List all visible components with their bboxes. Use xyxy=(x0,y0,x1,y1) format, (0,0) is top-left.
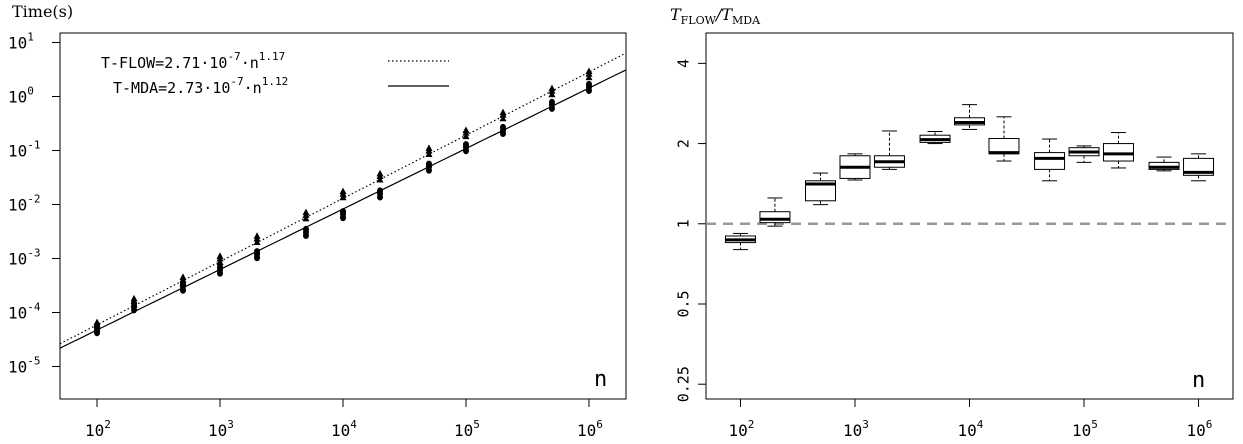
point-t-flow xyxy=(425,150,433,158)
x-tick-label: 104 xyxy=(958,418,984,440)
x-axis-ticks: 102 103 104 105 106 xyxy=(728,399,1212,440)
point-t-flow xyxy=(499,114,507,122)
point-t-mda xyxy=(585,80,592,88)
point-t-mda xyxy=(425,160,432,168)
legend-entry-t-mda: T-MDA=2.73·10-7·n1.12 xyxy=(113,75,288,97)
y-tick-label: 0.5 xyxy=(675,290,693,317)
time-chart: Time(s) 102 103 104 105 106 10110010-110-210… xyxy=(8,2,627,440)
x-tick-label: 102 xyxy=(728,418,754,440)
point-t-mda xyxy=(179,280,186,288)
x-tick-label: 103 xyxy=(208,418,234,440)
point-t-flow xyxy=(302,214,310,222)
x-tick-label: 106 xyxy=(1187,418,1213,440)
point-t-mda xyxy=(462,141,469,149)
y-tick-label: 10-2 xyxy=(8,192,41,214)
point-t-flow xyxy=(462,132,470,140)
box-plot xyxy=(1034,138,1066,182)
point-t-flow xyxy=(179,273,187,280)
x-axis-ticks: 102 103 104 105 106 xyxy=(85,399,603,440)
x-tick-label: 106 xyxy=(577,418,603,440)
point-t-flow xyxy=(93,318,101,326)
point-t-mda xyxy=(94,323,101,331)
point-t-flow xyxy=(585,73,593,81)
y-axis-ticks: 101 100 10-1 10-2 10-3 10-4 10-5 xyxy=(8,31,60,376)
x-tick-label: 102 xyxy=(85,418,111,440)
box-plot xyxy=(839,153,871,181)
point-t-mda xyxy=(548,98,555,106)
y-tick-label: 1 xyxy=(675,219,693,228)
point-t-mda xyxy=(500,123,507,131)
data-points xyxy=(93,67,593,337)
point-t-mda xyxy=(302,225,309,233)
point-t-mda xyxy=(377,187,384,195)
y-tick-label: 2 xyxy=(675,139,693,148)
point-t-mda xyxy=(340,208,346,216)
point-t-flow xyxy=(425,144,433,151)
x-tick-label: 103 xyxy=(843,418,869,440)
ratio-axis-label: TFLOW/TMDA xyxy=(670,5,761,27)
box-plot xyxy=(1102,132,1134,169)
box-plot xyxy=(873,130,905,170)
box-plot xyxy=(988,116,1020,162)
x-axis-label-n: n xyxy=(594,367,607,392)
box-iqr xyxy=(759,211,791,224)
y-axis-ticks: 0.25 0.5 1 2 4 xyxy=(675,59,706,402)
point-t-flow xyxy=(376,176,384,183)
box-plot xyxy=(759,197,791,227)
y-tick-label: 10-5 xyxy=(8,354,41,376)
point-t-flow xyxy=(548,84,556,92)
box-plot xyxy=(954,104,985,130)
x-tick-label: 105 xyxy=(1072,418,1098,440)
time-axis-label: Time(s) xyxy=(12,2,73,21)
point-t-flow xyxy=(499,108,507,116)
box-iqr xyxy=(1034,152,1066,170)
point-t-flow xyxy=(376,169,384,177)
legend-entry-t-flow: T-FLOW=2.71·10-7·n1.17 xyxy=(101,50,285,72)
box-iqr xyxy=(805,180,837,202)
point-t-flow xyxy=(585,67,593,74)
y-tick-label: 10-3 xyxy=(8,246,41,268)
point-t-flow xyxy=(130,294,138,302)
point-t-mda xyxy=(217,263,224,271)
box-plot xyxy=(1148,156,1180,172)
box-plot xyxy=(919,130,951,145)
y-tick-label: 4 xyxy=(675,59,693,68)
box-plot xyxy=(1183,153,1215,182)
point-t-flow xyxy=(216,258,224,266)
point-t-flow xyxy=(216,252,224,259)
y-tick-label: 101 xyxy=(8,31,34,53)
box-plot xyxy=(1068,145,1100,163)
point-t-flow xyxy=(253,238,261,246)
y-tick-label: 100 xyxy=(8,85,34,107)
point-t-flow xyxy=(339,193,347,201)
box-plot xyxy=(724,232,756,251)
point-t-flow xyxy=(462,126,470,133)
y-tick-label: 10-1 xyxy=(8,139,41,161)
box-plot xyxy=(805,172,837,206)
y-tick-label: 10-4 xyxy=(8,300,41,322)
point-t-mda xyxy=(254,248,261,256)
point-t-mda xyxy=(131,300,138,308)
x-tick-label: 105 xyxy=(454,418,480,440)
legend: T-FLOW=2.71·10-7·n1.17 T-MDA=2.73·10-7·n… xyxy=(101,50,449,97)
box-iqr xyxy=(1102,143,1134,162)
x-tick-label: 104 xyxy=(331,418,357,440)
point-t-flow xyxy=(339,187,347,195)
y-tick-label: 0.25 xyxy=(675,366,693,402)
point-t-flow xyxy=(302,208,310,216)
fit-lines xyxy=(59,52,627,349)
ratio-chart: TFLOW/TMDA 102 103 104 105 106 0.25 0.5 1 2 4 n xyxy=(670,5,1234,440)
box-plots xyxy=(724,104,1215,251)
point-t-flow xyxy=(548,90,556,98)
x-axis-label-n: n xyxy=(1192,368,1205,393)
point-t-flow xyxy=(253,232,261,239)
